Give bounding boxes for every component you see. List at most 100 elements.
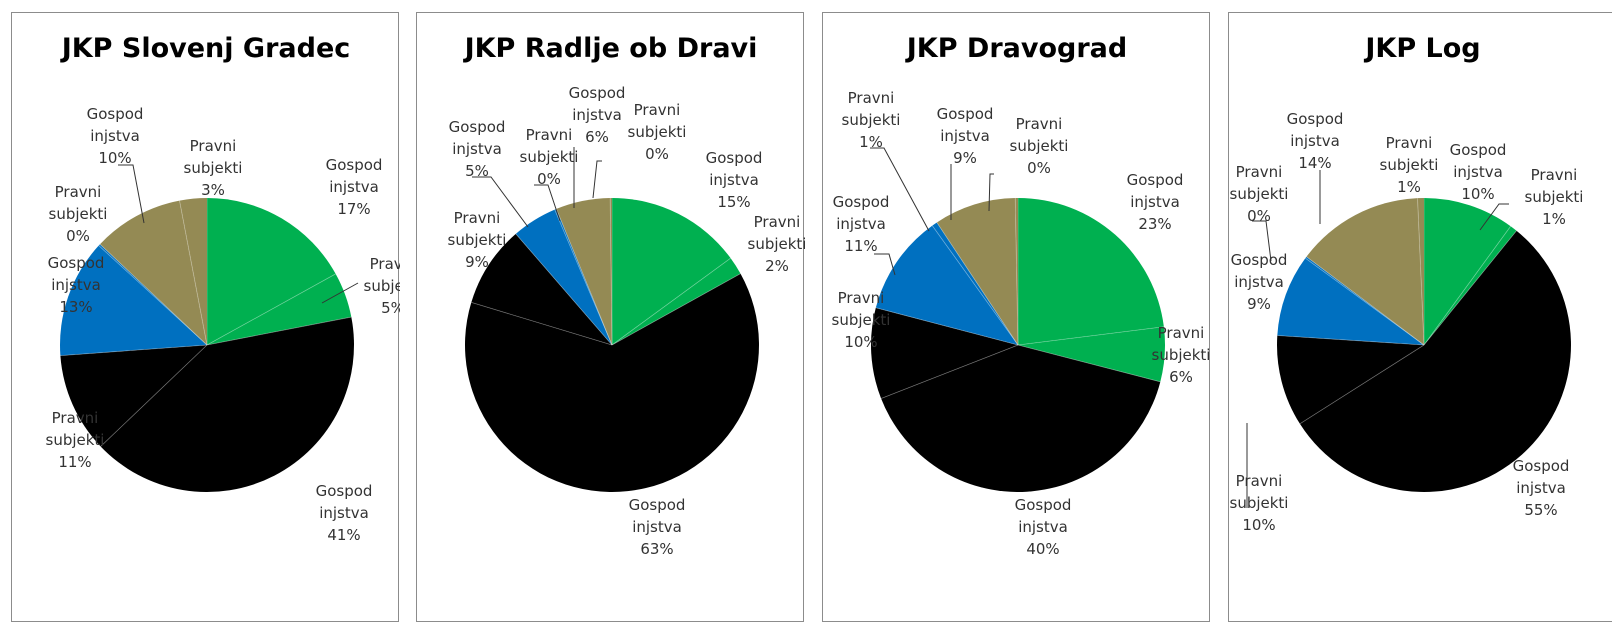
leader-line <box>321 282 359 304</box>
slice-data-label: Gospod injstva 40% <box>1015 496 1072 558</box>
slice-data-label: Pravni subjekti 2% <box>748 213 805 275</box>
leader-line <box>1479 203 1509 231</box>
slice-data-label: Gospod injstva 9% <box>937 105 994 167</box>
slice-data-label: Gospod injstva 9% <box>1231 251 1288 313</box>
pie-slice <box>100 200 207 345</box>
pie-slice <box>60 345 207 447</box>
pie-slice <box>98 244 207 345</box>
slice-data-label: Gospod injstva 55% <box>1513 457 1570 519</box>
slice-separator <box>611 273 741 346</box>
slice-data-label: Pravni subjekti 10% <box>1230 472 1289 534</box>
slice-separator <box>1277 335 1425 346</box>
slice-data-label: Gospod injstva 6% <box>569 84 626 146</box>
pie-slice <box>1299 230 1571 492</box>
pie-slice <box>1424 198 1511 345</box>
leader-line <box>870 147 930 232</box>
slice-data-label: Pravni subjekti 3% <box>184 137 243 199</box>
pie-slice <box>100 317 354 492</box>
pie-chart-panel: JKP Log Gospod injstva 10% Pravni subjekti 1% G… <box>1228 12 1612 622</box>
slice-separator <box>471 301 613 346</box>
chart-title: JKP Dravograd <box>905 33 1127 64</box>
slice-data-label: Pravni subjekti 0% <box>1230 163 1289 225</box>
chart-title: JKP Radlje ob Dravi <box>463 33 758 64</box>
pie-slice <box>207 198 336 345</box>
slice-data-label: Pravni subjekti 11% <box>46 409 105 471</box>
pie-chart-svg: JKP Dravograd Gospod injstva 23% Pravni subje… <box>832 33 1211 558</box>
slice-data-label: Pravni subjekti 0% <box>49 183 108 245</box>
slice-separator <box>1305 257 1425 346</box>
chart-title: JKP Slovenj Gradec <box>60 33 351 64</box>
slice-separator <box>1306 256 1425 346</box>
pie-chart-panel: JKP Radlje ob Dravi Gospod injstva 15% Pravn… <box>416 12 805 622</box>
pie-slice <box>556 198 612 345</box>
slice-data-label: Gospod injstva 13% <box>48 254 105 316</box>
slice-separator <box>60 344 208 356</box>
pie-slice <box>179 198 207 345</box>
pie-chart-panel: JKP Dravograd Gospod injstva 23% Pravni subje… <box>822 12 1210 622</box>
slice-separator <box>1017 326 1164 346</box>
leader-line <box>534 184 561 222</box>
pie-slice <box>610 197 612 345</box>
pie-slice <box>612 258 741 345</box>
leader-line <box>118 164 145 224</box>
pie-slice <box>464 273 759 492</box>
pie-slice <box>554 208 612 345</box>
slice-data-label: Gospod injstva 11% <box>833 193 890 255</box>
pie-slice <box>936 198 1018 345</box>
slice-data-label: Gospod injstva 10% <box>87 105 144 167</box>
pie-slice <box>612 198 731 345</box>
pie-slice <box>1424 226 1517 345</box>
slice-data-label: Gospod injstva 41% <box>316 482 373 544</box>
slice-separator <box>611 257 731 346</box>
slice-separator <box>554 209 613 346</box>
slice-data-label: Pravni subjekti 9% <box>448 209 507 271</box>
chart-title: JKP Log <box>1363 33 1480 64</box>
slice-data-label: Gospod injstva 5% <box>449 118 506 180</box>
slice-separator <box>98 245 208 346</box>
slice-separator <box>875 307 1019 346</box>
slice-separator <box>1423 226 1511 346</box>
slice-separator <box>1423 230 1517 346</box>
slice-data-label: Pravni subjekti 1% <box>842 89 901 151</box>
slice-separator <box>206 316 352 346</box>
slice-separator <box>515 233 613 346</box>
pie-slice <box>1306 198 1424 345</box>
pie-slice <box>1305 256 1424 345</box>
slice-separator <box>880 344 1019 399</box>
slice-data-label: Gospod injstva 15% <box>706 149 763 211</box>
slice-separator <box>179 200 208 346</box>
slice-data-label: Pravni subjekti 0% <box>628 101 687 163</box>
slice-separator <box>1014 198 1019 346</box>
slice-separator <box>931 225 1019 346</box>
slice-data-label: Pravni subjekti 1% <box>1380 134 1439 196</box>
slice-data-label: Pravnisubjekti5% <box>364 255 400 317</box>
slice-data-label: Pravni subjekti 10% <box>832 289 891 351</box>
pie-slice <box>1018 198 1164 345</box>
slice-separator <box>609 198 613 346</box>
slice-separator <box>1017 344 1161 383</box>
leader-line <box>874 253 896 276</box>
slice-separator <box>206 273 336 346</box>
slice-data-label: Gospod injstva 10% <box>1450 141 1507 203</box>
slice-data-label: Gospod injstva 23% <box>1127 171 1184 233</box>
slice-data-label: Gospod injstva 17% <box>326 156 383 218</box>
leader-line <box>1252 220 1272 262</box>
pie-slice <box>1015 198 1018 345</box>
slice-data-label: Pravni subjekti 1% <box>1525 166 1584 228</box>
slice-data-label: Pravni subjekti 0% <box>520 126 579 188</box>
pie-slice <box>871 307 1018 399</box>
pie-slice <box>932 222 1018 345</box>
slice-separator <box>100 344 208 447</box>
pie-slice <box>1417 197 1424 345</box>
slice-data-label: Pravni subjekti 6% <box>1152 324 1211 386</box>
pie-slice <box>875 225 1018 345</box>
pie-slice <box>1277 258 1424 345</box>
pie-slice <box>1018 326 1166 382</box>
slice-separator <box>1299 344 1425 425</box>
slice-data-label: Gospod injstva 63% <box>629 496 686 558</box>
slice-data-label: Gospod injstva 14% <box>1287 110 1344 172</box>
slice-separator <box>99 243 208 346</box>
